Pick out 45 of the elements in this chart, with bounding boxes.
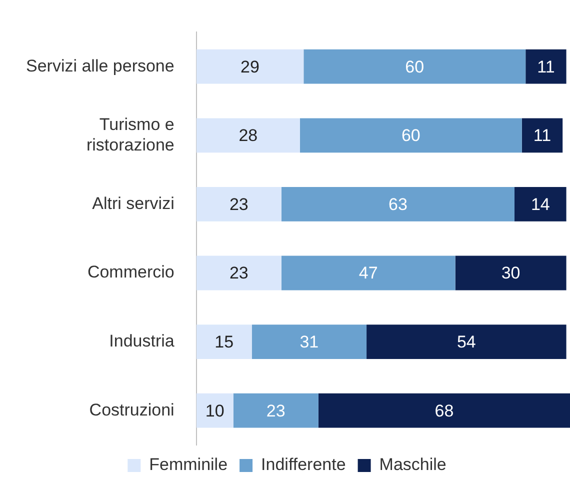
data-label: 23 [266, 401, 286, 420]
data-label: 11 [537, 57, 555, 76]
bar [252, 324, 367, 359]
y-tick-label: Industria [109, 331, 175, 350]
data-label: 23 [229, 264, 248, 283]
bar [281, 256, 456, 290]
legend-label: Maschile [379, 455, 446, 474]
data-label: 47 [358, 264, 378, 283]
y-tick-label: Turismo e ristorazione [86, 114, 174, 154]
data-label: 28 [238, 126, 258, 146]
data-label: 54 [456, 332, 476, 352]
bar [300, 118, 522, 153]
data-label: 10 [205, 401, 224, 420]
bar [196, 118, 300, 153]
data-label: 30 [501, 264, 520, 283]
data-label: 15 [214, 332, 234, 352]
y-tick-label: Costruzioni [89, 400, 174, 420]
bar [522, 118, 563, 153]
bar [196, 393, 234, 428]
y-tick-label: Altri servizi [92, 194, 174, 213]
data-label: 14 [530, 194, 550, 214]
data-label: 60 [405, 57, 424, 76]
bar [233, 393, 318, 428]
data-label: 68 [434, 401, 454, 420]
bar [514, 187, 566, 222]
bar [196, 187, 282, 222]
legend-label: Indifferente [261, 455, 346, 474]
bar [196, 324, 252, 359]
bar [281, 187, 515, 222]
data-label: 29 [240, 57, 260, 76]
bar [366, 324, 566, 359]
bar [196, 256, 282, 290]
data-label: 60 [401, 126, 420, 146]
bar [196, 49, 304, 84]
data-label: 63 [388, 194, 408, 214]
data-label: 11 [533, 126, 552, 146]
y-tick-label: Servizi alle persone [26, 56, 174, 76]
bar [304, 49, 526, 84]
y-tick-label: Commercio [87, 262, 174, 282]
data-label: 23 [229, 194, 248, 214]
legend-label: Femminile [149, 455, 228, 474]
bar [526, 49, 566, 84]
bar [455, 256, 566, 290]
bar [318, 393, 570, 428]
data-label: 31 [300, 332, 319, 352]
